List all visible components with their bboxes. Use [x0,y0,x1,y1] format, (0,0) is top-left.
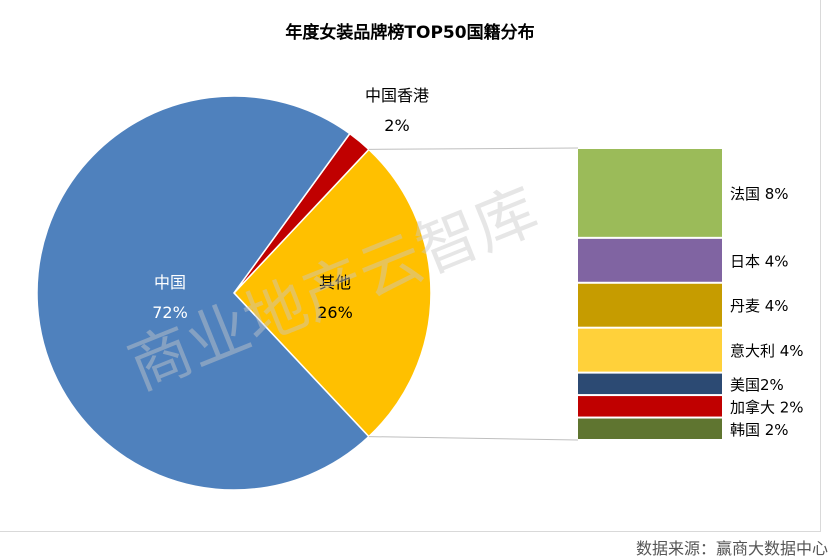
bar-label-日本: 日本 4% [730,252,789,270]
bar-label-美国: 美国2% [730,376,784,394]
bar-label-韩国: 韩国 2% [730,421,789,439]
bar-segment-丹麦 [578,283,722,327]
bar-segment-法国 [578,149,722,237]
connector-line-bottom [368,436,579,441]
pie-label-value-其他: 26% [317,303,353,322]
connector-line-top [368,147,579,150]
bar-label-法国: 法国 8% [730,185,789,203]
bar-segment-加拿大 [578,396,722,417]
bar-segment-日本 [578,238,722,282]
bar-label-丹麦: 丹麦 4% [730,297,789,315]
bar-label-意大利: 意大利 4% [730,342,804,360]
bar-segment-意大利 [578,328,722,372]
pie-slice-中国 [36,95,370,491]
bar-segment-韩国 [578,418,722,439]
pie-label-value-中国香港: 2% [384,116,409,135]
chart-frame [0,0,821,532]
pie-label-name-中国: 中国 [154,273,186,292]
bar-label-加拿大: 加拿大 2% [730,398,804,416]
pie-label-name-其他: 其他 [319,273,351,292]
pie-label-value-中国: 72% [152,303,188,322]
bar-segment-美国 [578,373,722,395]
source-note: 数据来源：赢商大数据中心 [635,539,828,558]
pie-label-name-中国香港: 中国香港 [365,86,429,105]
chart-title: 年度女装品牌榜TOP50国籍分布 [285,23,535,43]
pie-slice-其他 [232,148,432,438]
